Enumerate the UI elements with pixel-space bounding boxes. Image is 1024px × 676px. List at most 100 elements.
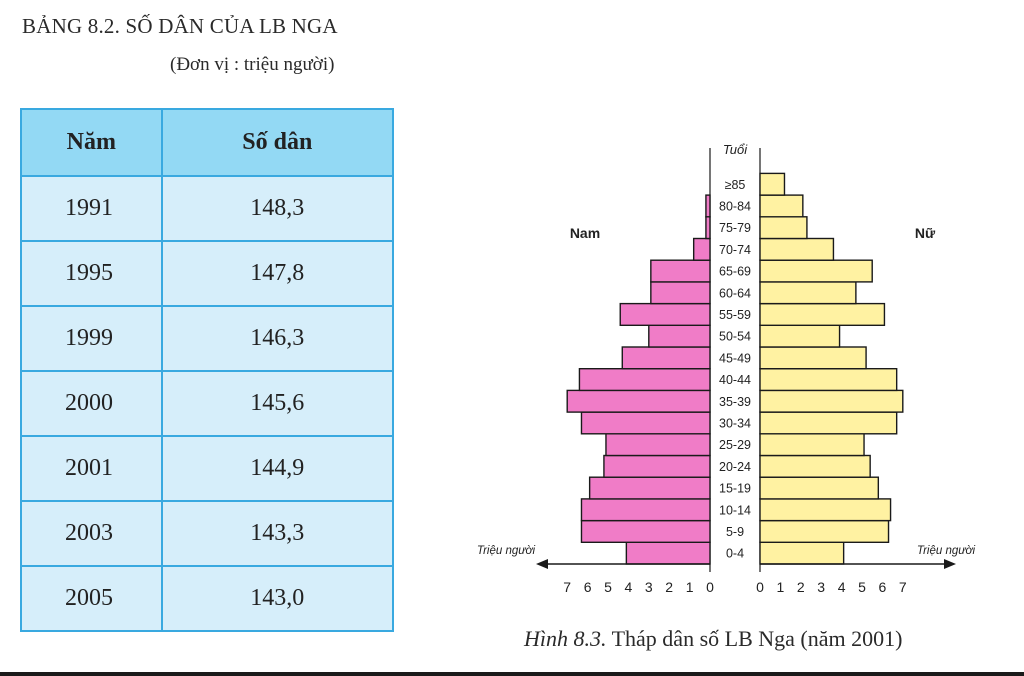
male-x-axis-arrow (536, 559, 548, 569)
year-cell: 2000 (20, 370, 163, 437)
table-unit-note: (Đơn vị : triệu người) (170, 54, 335, 75)
male-bar-60-64 (650, 281, 711, 305)
female-bar-60-64 (759, 281, 857, 305)
age-label-10-14: 10-14 (719, 503, 751, 517)
table-row: 1991 148,3 (20, 175, 395, 242)
female-bar-80-84 (759, 194, 804, 218)
female-label: Nữ (915, 225, 936, 241)
female-bar-25-29 (759, 433, 865, 457)
male-bar-55-59 (619, 302, 711, 327)
age-label-55-59: 55-59 (719, 308, 751, 322)
male-tick-label-4: 4 (625, 579, 633, 595)
age-label-0-4: 0-4 (726, 547, 744, 561)
female-tick-label-7: 7 (899, 579, 907, 595)
table-row: 2000 145,6 (20, 370, 395, 437)
male-bar-15-19 (588, 476, 711, 500)
age-label-65-69: 65-69 (719, 265, 751, 279)
table-row: 2003 143,3 (20, 500, 395, 567)
male-bar-45-49 (621, 346, 711, 370)
male-tick-label-5: 5 (604, 579, 612, 595)
age-label-35-39: 35-39 (719, 395, 751, 409)
female-bar-35-39 (759, 389, 904, 413)
age-label-30-34: 30-34 (719, 416, 751, 430)
female-bar-70-74 (759, 237, 835, 261)
male-tick-label-7: 7 (563, 579, 571, 595)
male-bar-70-74 (692, 237, 711, 261)
population-cell: 148,3 (160, 175, 395, 242)
population-cell: 145,6 (160, 370, 395, 437)
male-tick-label-2: 2 (665, 579, 673, 595)
female-bar-45-49 (759, 346, 867, 370)
population-cell: 144,9 (160, 435, 395, 502)
male-bar-20-24 (603, 454, 711, 478)
age-label-50-54: 50-54 (719, 330, 751, 344)
population-cell: 147,8 (160, 240, 395, 307)
age-label-20-24: 20-24 (719, 460, 751, 474)
male-bar-50-54 (648, 324, 711, 348)
female-bar-75-79 (759, 216, 808, 240)
female-bar-15-19 (759, 476, 880, 500)
age-label-70-74: 70-74 (719, 243, 751, 257)
year-cell: 1999 (20, 305, 163, 372)
female-bar-55-59 (759, 302, 886, 327)
population-cell: 143,0 (160, 565, 395, 632)
age-label-40-44: 40-44 (719, 373, 751, 387)
year-cell: 1991 (20, 175, 163, 242)
table-row: 2001 144,9 (20, 435, 395, 502)
male-tick-label-0: 0 (706, 579, 714, 595)
male-bar-25-29 (605, 433, 711, 457)
male-label: Nam (570, 225, 600, 241)
female-bar-10-14 (759, 498, 892, 522)
age-label-5-9: 5-9 (726, 525, 744, 539)
male-bar-0-4 (625, 541, 711, 565)
male-tick-label-1: 1 (686, 579, 694, 595)
female-bar-0-4 (759, 541, 845, 565)
male-bar-10-14 (580, 498, 711, 522)
female-x-unit-label: Triệu người (917, 545, 976, 557)
page-bottom-border (0, 672, 1024, 676)
age-label-15-19: 15-19 (719, 482, 751, 496)
header-year: Năm (20, 108, 163, 177)
age-label-60-64: 60-64 (719, 286, 751, 300)
figure-caption: Hình 8.3. Tháp dân số LB Nga (năm 2001) (524, 626, 902, 652)
female-tick-label-1: 1 (777, 579, 785, 595)
female-tick-label-5: 5 (858, 579, 866, 595)
male-bar-35-39 (566, 389, 711, 413)
population-cell: 146,3 (160, 305, 395, 372)
header-population: Số dân (160, 108, 395, 177)
age-label-25-29: 25-29 (719, 438, 751, 452)
table-row: 2005 143,0 (20, 565, 395, 632)
female-bar-20-24 (759, 454, 871, 478)
year-cell: 1995 (20, 240, 163, 307)
age-label-45-49: 45-49 (719, 351, 751, 365)
female-tick-label-2: 2 (797, 579, 805, 595)
population-pyramid-chart: 0-4 5-9 10-14 15-19 20-24 25-29 30-34 35-39 40-4… (477, 142, 976, 595)
table-row: 1995 147,8 (20, 240, 395, 307)
male-bar-65-69 (650, 259, 711, 283)
male-tick-label-6: 6 (584, 579, 592, 595)
female-bar-5-9 (759, 519, 890, 544)
female-bar-65-69 (759, 259, 873, 283)
year-cell: 2001 (20, 435, 163, 502)
male-tick-label-3: 3 (645, 579, 653, 595)
table-header-row: Năm Số dân (20, 108, 395, 177)
male-bar-75-79 (705, 216, 711, 240)
population-cell: 143,3 (160, 500, 395, 567)
male-bar-30-34 (580, 411, 711, 435)
age-axis-title: Tuổi (723, 142, 748, 157)
male-bar-5-9 (580, 519, 711, 544)
male-bar-80-84 (705, 194, 711, 218)
male-bar-40-44 (578, 367, 711, 392)
table-row: 1999 146,3 (20, 305, 395, 372)
female-tick-label-3: 3 (817, 579, 825, 595)
age-label-≥85: ≥85 (725, 178, 746, 192)
age-label-80-84: 80-84 (719, 199, 751, 213)
female-bar-30-34 (759, 411, 898, 435)
female-bar-≥85 (759, 172, 786, 196)
female-bar-50-54 (759, 324, 841, 348)
male-x-unit-label: Triệu người (477, 545, 536, 557)
female-tick-label-6: 6 (879, 579, 887, 595)
female-tick-label-4: 4 (838, 579, 846, 595)
female-tick-label-0: 0 (756, 579, 764, 595)
year-cell: 2003 (20, 500, 163, 567)
